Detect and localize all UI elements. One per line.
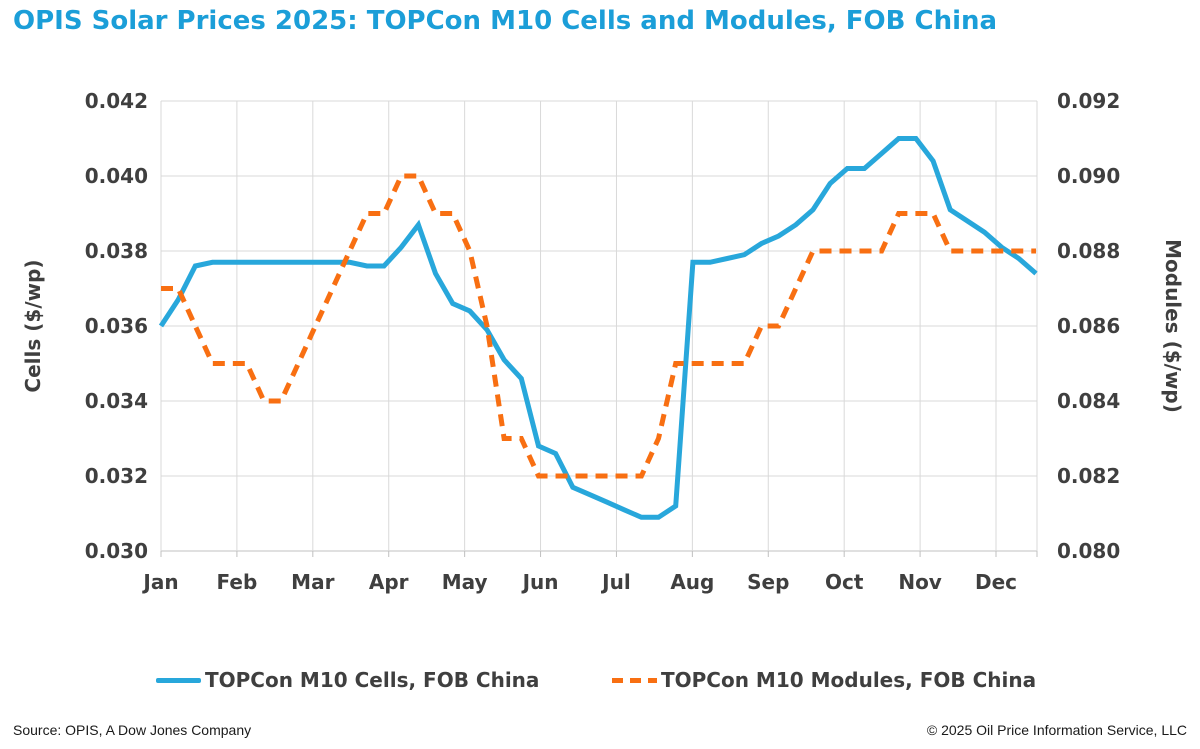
- left-axis-tick-label: 0.030: [85, 539, 148, 563]
- month-label: Sep: [747, 570, 789, 594]
- right-axis-tick-label: 0.086: [1057, 314, 1120, 338]
- right-axis-tick-label: 0.088: [1057, 239, 1120, 263]
- left-axis-tick-label: 0.042: [85, 89, 148, 113]
- right-axis-tick-label: 0.084: [1057, 389, 1120, 413]
- chart-legend: TOPCon M10 Cells, FOB China TOPCon M10 M…: [0, 666, 1200, 694]
- cells-series-line: [158, 136, 1038, 520]
- right-axis-tick-label: 0.080: [1057, 539, 1120, 563]
- month-label: Mar: [291, 570, 334, 594]
- month-label: Feb: [217, 570, 258, 594]
- chart-title: OPIS Solar Prices 2025: TOPCon M10 Cells…: [13, 6, 998, 36]
- left-axis-tick-label: 0.040: [85, 164, 148, 188]
- right-axis-tick-label: 0.082: [1057, 464, 1120, 488]
- cells-line-swatch-icon: [156, 677, 201, 683]
- month-label: Dec: [975, 570, 1017, 594]
- month-label: May: [442, 570, 488, 594]
- left-axis-title: Cells ($/wp): [21, 259, 45, 392]
- month-label: Jun: [521, 570, 559, 594]
- month-label: Apr: [369, 570, 409, 594]
- legend-entry-cells: TOPCon M10 Cells, FOB China: [156, 666, 539, 694]
- right-axis-tick-label: 0.092: [1057, 89, 1120, 113]
- month-label: Jul: [600, 570, 631, 594]
- footer-copyright: © 2025 Oil Price Information Service, LL…: [926, 722, 1187, 738]
- month-label: Jan: [141, 570, 178, 594]
- right-axis-title: Modules ($/wp): [1161, 239, 1185, 413]
- left-axis-tick-label: 0.038: [85, 239, 148, 263]
- month-label: Aug: [670, 570, 714, 594]
- legend-label-modules: TOPCon M10 Modules, FOB China: [661, 668, 1037, 692]
- month-label: Nov: [898, 570, 942, 594]
- left-axis-tick-label: 0.034: [85, 389, 148, 413]
- modules-series-line: [161, 173, 1036, 479]
- right-axis-tick-label: 0.090: [1057, 164, 1120, 188]
- legend-entry-modules: TOPCon M10 Modules, FOB China: [612, 666, 1036, 694]
- legend-label-cells: TOPCon M10 Cells, FOB China: [205, 668, 540, 692]
- left-axis-tick-label: 0.036: [85, 314, 148, 338]
- footer-source: Source: OPIS, A Dow Jones Company: [13, 722, 252, 738]
- footer: Source: OPIS, A Dow Jones Company © 2025…: [0, 722, 1200, 744]
- modules-line-swatch-icon: [612, 677, 657, 683]
- price-line-chart: 0.042 0.092 0.040 0.090 0.038 0.088 0.036 0.086…: [21, 89, 1185, 594]
- month-label: Oct: [825, 570, 864, 594]
- left-axis-tick-label: 0.032: [85, 464, 148, 488]
